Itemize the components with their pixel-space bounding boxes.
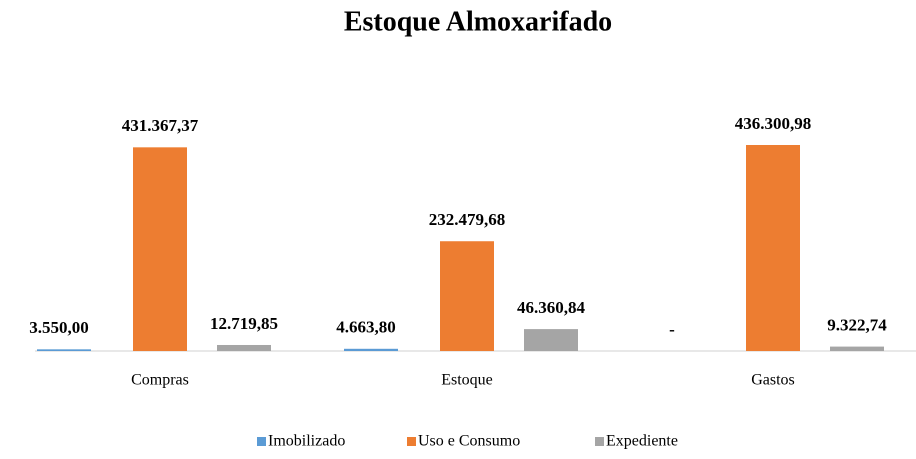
value-label: 4.663,80 [336, 318, 396, 337]
bar [133, 147, 187, 351]
value-label: 3.550,00 [29, 318, 89, 337]
value-label: - [669, 320, 675, 339]
value-label: 9.322,74 [827, 316, 887, 335]
bar [440, 241, 494, 351]
bar [830, 346, 884, 351]
bar [217, 344, 271, 351]
value-label: 46.360,84 [517, 298, 586, 317]
bar [746, 145, 800, 351]
value-label: 232.479,68 [429, 210, 506, 229]
legend-swatch [257, 437, 266, 446]
legend-label: Uso e Consumo [418, 433, 520, 450]
bar [344, 348, 398, 351]
legend-swatch [595, 437, 604, 446]
chart-title: Estoque Almoxarifado [344, 6, 612, 37]
legend-label: Expediente [606, 433, 678, 450]
value-label: 431.367,37 [122, 116, 199, 135]
x-tick-label: Gastos [751, 372, 795, 389]
legend-swatch [407, 437, 416, 446]
bar [524, 329, 578, 351]
legend-label: Imobilizado [268, 433, 345, 450]
bar [37, 349, 91, 351]
x-tick-label: Compras [131, 372, 189, 389]
value-label: 436.300,98 [735, 114, 812, 133]
x-tick-label: Estoque [441, 372, 493, 389]
value-label: 12.719,85 [210, 314, 278, 333]
